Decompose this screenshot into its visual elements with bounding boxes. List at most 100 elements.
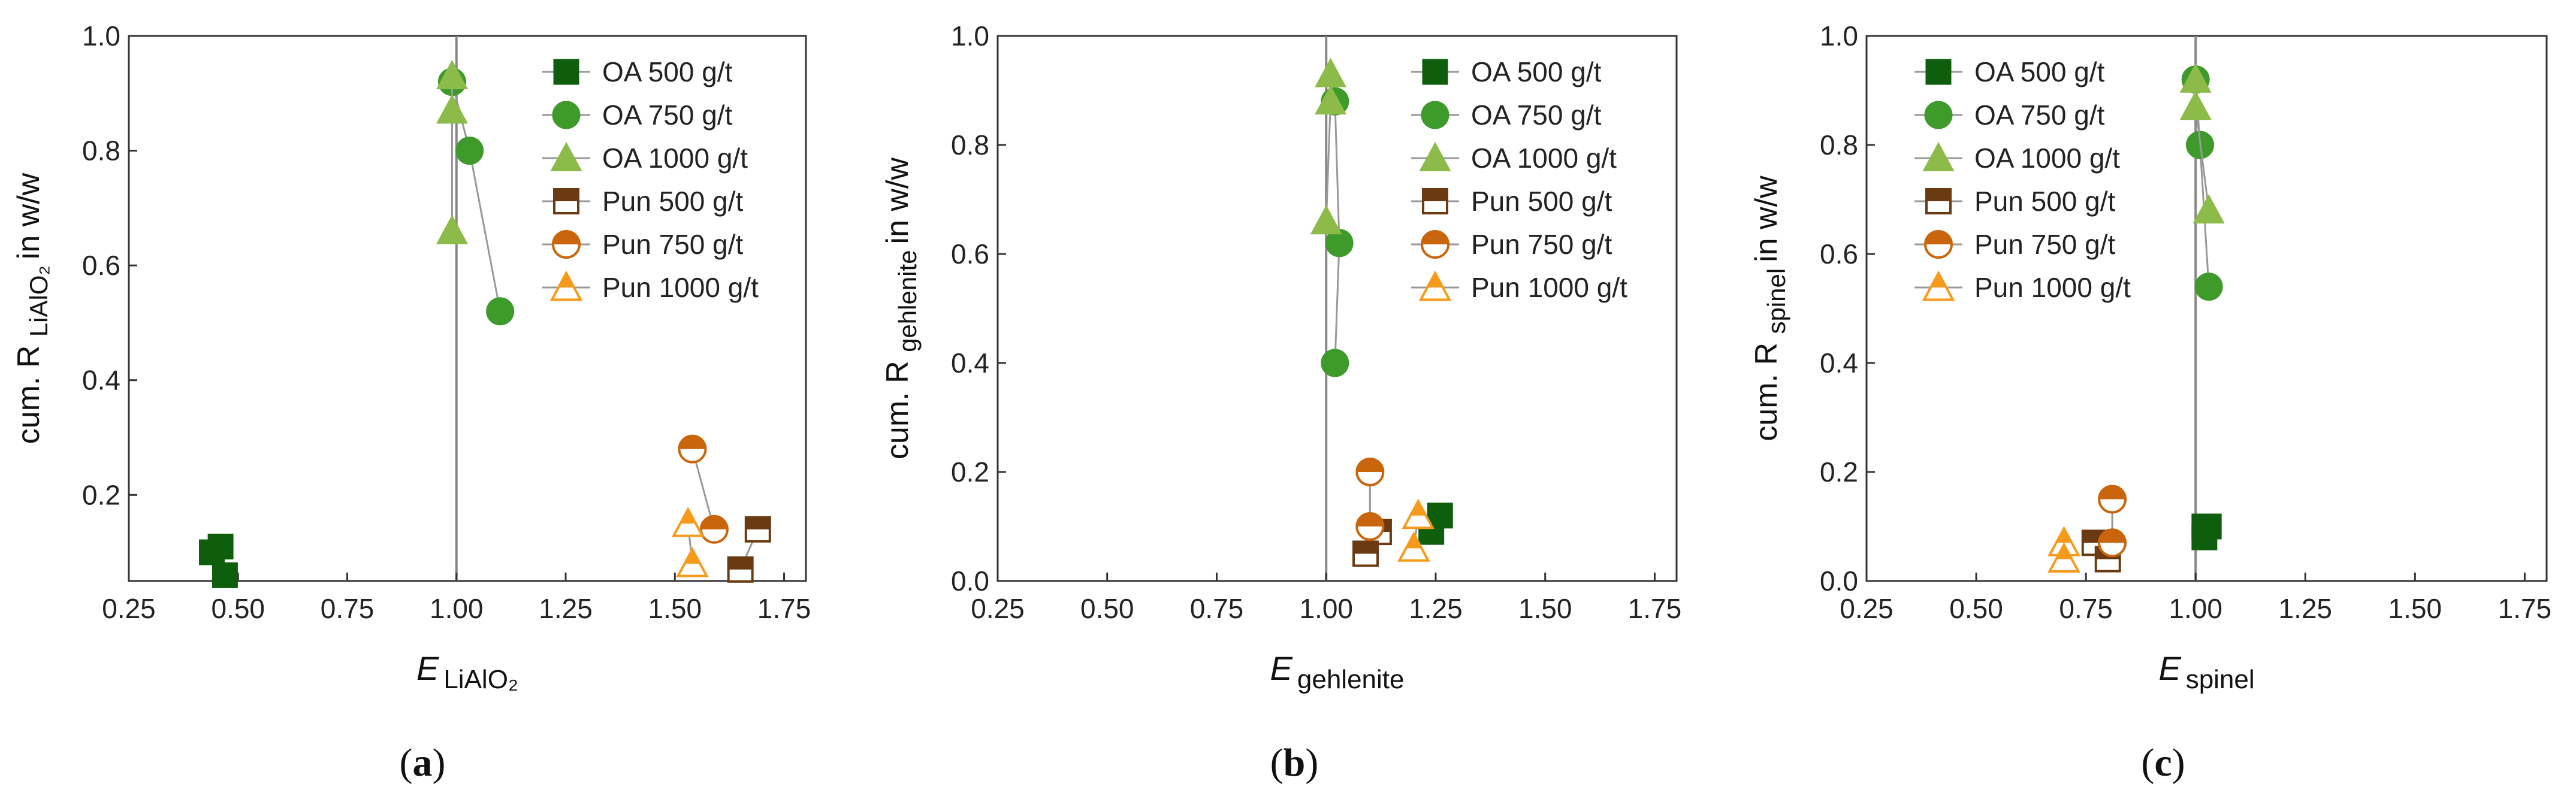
legend-label: OA 500 g/t	[1974, 56, 2105, 87]
legend-marker	[552, 101, 581, 129]
series-oa750	[2181, 65, 2223, 301]
x-tick-label: 0.50	[211, 593, 265, 624]
chart-panel-a: 0.25 0.50 0.75 1.00 1.25 1.50 1.75 0.2 0.4 0.6 0.8…	[11, 20, 811, 785]
x-tick-label: 1.50	[1518, 593, 1572, 624]
series-oa500	[2191, 513, 2222, 550]
series-pun1000	[2047, 526, 2080, 573]
panel-caption: (a)	[400, 741, 446, 785]
data-point	[699, 515, 729, 544]
x-tick-label: 0.75	[2059, 593, 2113, 624]
data-point	[1352, 540, 1379, 567]
legend-label: OA 750 g/t	[1471, 99, 1602, 131]
x-tick-label: 1.25	[1409, 593, 1463, 624]
x-tick-label: 1.00	[2169, 593, 2222, 624]
legend-entry-oa1000: OA 1000 g/t	[1914, 141, 2120, 174]
series-pun750	[1355, 458, 1385, 541]
x-tick-label: 1.50	[2388, 593, 2442, 624]
x-tick-label: 0.50	[1949, 593, 2003, 624]
legend-entry-oa750: OA 750 g/t	[1411, 99, 1602, 131]
plot-frame	[996, 35, 1678, 582]
legend-marker	[550, 141, 582, 171]
panel-caption: (b)	[1270, 741, 1319, 785]
series-pun750	[678, 434, 729, 544]
y-axis-label: cum. R LiAlO₂in w/w	[11, 172, 53, 444]
x-tick-label: 1.75	[2498, 593, 2552, 624]
x-tick-label: 0.25	[1840, 593, 1894, 624]
legend-entry-pun750: Pun 750 g/t	[1411, 229, 1612, 260]
x-tick-label: 0.25	[102, 593, 156, 624]
legend-marker	[1421, 230, 1449, 259]
x-tick-label: 0.75	[1190, 593, 1244, 624]
y-tick-label: 0.6	[82, 250, 120, 281]
data-point	[727, 556, 754, 583]
legend-entry-pun500: Pun 500 g/t	[1411, 186, 1612, 217]
x-tick-label: 0.25	[971, 593, 1025, 624]
x-tick-label: 0.50	[1080, 593, 1134, 624]
legend-label: OA 500 g/t	[602, 56, 733, 87]
x-tick-label: 1.25	[2278, 593, 2332, 624]
legend-marker	[1419, 141, 1451, 171]
legend-label: Pun 1000 g/t	[1471, 272, 1627, 303]
legend-entry-pun750: Pun 750 g/t	[1914, 229, 2116, 260]
data-point	[212, 562, 238, 588]
y-tick-label: 0.6	[1820, 238, 1858, 270]
data-point	[2191, 524, 2218, 550]
y-tick-label: 0.2	[951, 456, 989, 488]
y-tick-label: 0.8	[951, 129, 989, 161]
y-tick-label: 1.0	[951, 20, 989, 52]
legend-label: OA 1000 g/t	[602, 143, 748, 174]
series-oa1000	[2179, 63, 2225, 224]
data-point	[1315, 57, 1347, 87]
series-pun750	[2098, 485, 2127, 558]
y-axis-label: cum. R gehlenitein w/w	[880, 158, 922, 460]
x-tick-label: 1.75	[757, 593, 811, 624]
legend-label: Pun 750 g/t	[1974, 229, 2116, 260]
y-tick-label: 1.0	[82, 20, 120, 52]
legend-entry-pun500: Pun 500 g/t	[1914, 186, 2116, 217]
legend-entry-oa1000: OA 1000 g/t	[542, 141, 748, 174]
legend-label: Pun 750 g/t	[602, 229, 744, 260]
series-oa1000	[1310, 57, 1347, 235]
legend: OA 500 g/t OA 750 g/t OA 1000 g/t Pun 500 g…	[542, 56, 759, 303]
data-point	[676, 547, 709, 577]
data-point	[1355, 512, 1385, 541]
legend-marker	[1922, 270, 1955, 301]
y-tick-label: 0.0	[951, 565, 989, 597]
x-tick-label: 1.00	[1299, 593, 1353, 624]
legend-entry-pun1000: Pun 1000 g/t	[1411, 270, 1627, 303]
y-tick-label: 0.8	[1820, 129, 1858, 161]
x-tick-label: 1.50	[648, 593, 702, 624]
legend-label: OA 1000 g/t	[1974, 143, 2120, 174]
data-point	[2098, 485, 2127, 514]
data-point	[2098, 528, 2127, 558]
legend-label: OA 750 g/t	[1974, 99, 2105, 131]
legend-entry-oa500: OA 500 g/t	[1914, 56, 2105, 87]
series-pun500	[727, 516, 771, 583]
data-point	[1355, 458, 1385, 486]
legend-entry-oa750: OA 750 g/t	[542, 99, 733, 131]
y-tick-label: 1.0	[1820, 20, 1858, 52]
data-point	[2179, 90, 2212, 120]
series-oa500	[199, 534, 238, 588]
legend-entry-oa750: OA 750 g/t	[1914, 99, 2105, 131]
data-point	[2193, 194, 2225, 224]
legend-marker	[549, 270, 583, 301]
data-point	[436, 94, 468, 124]
y-tick-label: 0.2	[1820, 456, 1858, 488]
chart-panel-c: 0.25 0.50 0.75 1.00 1.25 1.50 1.75 0.0 0.2 0.4 0.6…	[1749, 20, 2551, 785]
x-tick-label: 1.25	[539, 593, 593, 624]
legend-entry-oa500: OA 500 g/t	[542, 56, 733, 87]
legend-label: Pun 1000 g/t	[602, 272, 759, 303]
x-axis-label: E LiAlO₂	[416, 649, 518, 694]
legend: OA 500 g/t OA 750 g/t OA 1000 g/t Pun 500 g…	[1411, 56, 1627, 303]
legend-entry-oa500: OA 500 g/t	[1411, 56, 1602, 87]
series-oa1000	[436, 59, 468, 244]
data-point	[455, 137, 484, 165]
legend-entry-pun750: Pun 750 g/t	[542, 229, 744, 260]
x-tick-label: 1.75	[1628, 593, 1682, 624]
legend-label: Pun 500 g/t	[602, 186, 744, 217]
y-tick-label: 0.6	[951, 238, 989, 270]
